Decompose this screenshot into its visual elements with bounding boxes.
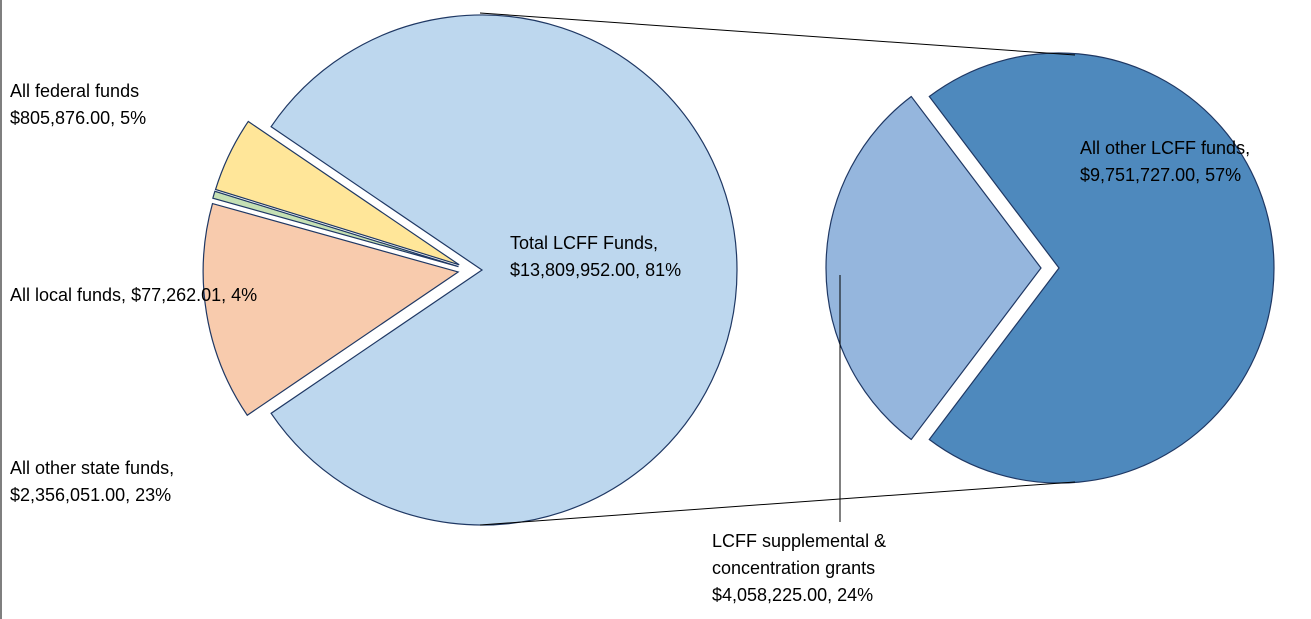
label-name: LCFF supplemental & concentration grants — [712, 531, 887, 578]
pie-slice — [212, 190, 459, 268]
connector-line — [479, 12, 1076, 56]
label-value: $2,356,051.00, 23% — [10, 485, 172, 505]
label-name: Total LCFF Funds, — [510, 233, 659, 253]
pie-slice — [825, 95, 1042, 441]
pie-slice — [270, 14, 738, 526]
label-name: All other LCFF funds, — [1080, 138, 1251, 158]
data-label: All other LCFF funds, $9,751,727.00, 57% — [1080, 135, 1311, 189]
data-label: All other state funds, $2,356,051.00, 23… — [10, 455, 240, 509]
label-name: All other state funds, — [10, 458, 175, 478]
label-name: All federal funds — [10, 81, 140, 101]
data-label: LCFF supplemental & concentration grants… — [712, 528, 922, 609]
connector-line — [479, 481, 1076, 526]
data-label: All federal funds $805,876.00, 5% — [10, 78, 230, 132]
label-value: $805,876.00, 5% — [10, 108, 147, 128]
data-label: Total LCFF Funds, $13,809,952.00, 81% — [510, 230, 750, 284]
data-label: All local funds, $77,262.01, 4% — [10, 282, 278, 309]
pie-slice — [214, 120, 460, 266]
pie-slice — [202, 202, 460, 417]
label-value: $13,809,952.00, 81% — [510, 260, 682, 280]
label-value: $4,058,225.00, 24% — [712, 585, 874, 605]
label-name: All local funds, — [10, 285, 127, 305]
label-value: $77,262.01, 4% — [131, 285, 258, 305]
label-value: $9,751,727.00, 57% — [1080, 165, 1242, 185]
